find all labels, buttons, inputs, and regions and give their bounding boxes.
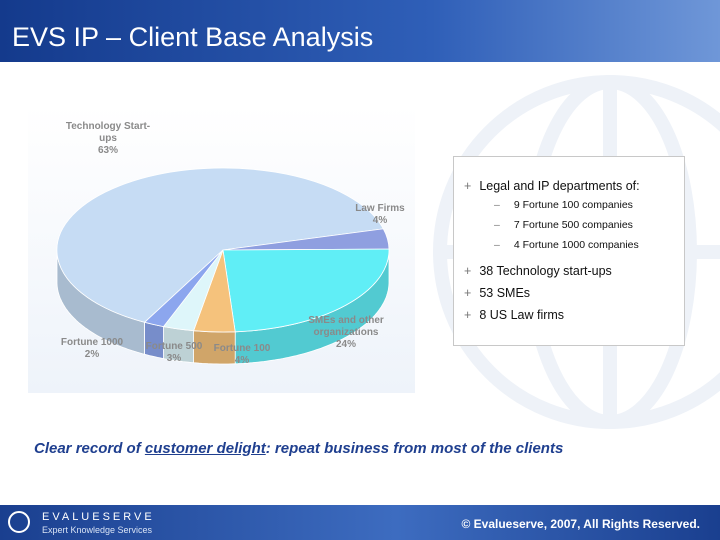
pie-chart <box>56 167 390 365</box>
category-label: Fortune 100 <box>213 343 271 354</box>
logo-icon <box>8 511 30 533</box>
tagline-text: Clear record of <box>34 440 145 457</box>
title-bar: EVS IP – Client Base Analysis <box>0 0 720 62</box>
pie-wedge <box>193 249 236 365</box>
tagline-emphasis: customer delight <box>144 440 266 457</box>
value-label: 4% <box>234 355 250 366</box>
sub-bullet: 9 Fortune 100 companies <box>494 199 633 211</box>
pie-wedge <box>222 248 390 365</box>
wedge-top <box>222 248 390 333</box>
sub-bullet: 7 Fortune 500 companies <box>494 219 633 231</box>
logo-tagline: Expert Knowledge Services <box>42 525 153 535</box>
tagline-text: : repeat business from most of the clien… <box>265 440 564 457</box>
value-label: 24% <box>335 339 356 350</box>
value-label: 2% <box>84 349 100 360</box>
bullet: 38 Technology start-ups <box>464 264 612 278</box>
pie-wedge <box>143 249 224 360</box>
value-label: 4% <box>372 215 388 226</box>
slide-title: EVS IP – Client Base Analysis <box>12 22 374 52</box>
copyright: © Evalueserve, 2007, All Rights Reserved… <box>461 517 700 531</box>
bullet: 8 US Law firms <box>464 308 564 322</box>
pie-label: Fortune 100 4% <box>207 343 277 367</box>
logo-name: EVALUESERVE <box>42 511 155 523</box>
bullet-box: Legal and IP departments of: 9 Fortune 10… <box>453 156 685 346</box>
pie-label: Technology Start-ups 63% <box>63 121 153 157</box>
pie-label: Fortune 500 3% <box>139 341 209 365</box>
bullet: Legal and IP departments of: <box>464 179 639 193</box>
wedge-top <box>143 249 224 328</box>
pie-label: Law Firms 4% <box>345 203 415 227</box>
value-label: 63% <box>97 145 118 156</box>
footer: EVALUESERVE Expert Knowledge Services © … <box>0 505 720 540</box>
chart: Technology Start-ups 63% Law Firms 4% SMEs a… <box>28 105 415 393</box>
pie-label: Fortune 1000 2% <box>52 337 132 361</box>
value-label: 3% <box>166 353 182 364</box>
tagline: Clear record of customer delight: repeat… <box>34 440 563 457</box>
category-label: SMEs and other organizations <box>308 315 384 338</box>
category-label: Fortune 1000 <box>60 337 124 348</box>
bullet: 53 SMEs <box>464 286 530 300</box>
wedge-top <box>56 167 384 323</box>
category-label: Technology Start-ups <box>65 121 151 144</box>
category-label: Fortune 500 <box>145 341 203 352</box>
pie-label: SMEs and other organizations 24% <box>301 315 391 351</box>
pie-wedge <box>56 167 384 355</box>
category-label: Law Firms <box>355 203 405 214</box>
sub-bullet: 4 Fortune 1000 companies <box>494 239 639 251</box>
